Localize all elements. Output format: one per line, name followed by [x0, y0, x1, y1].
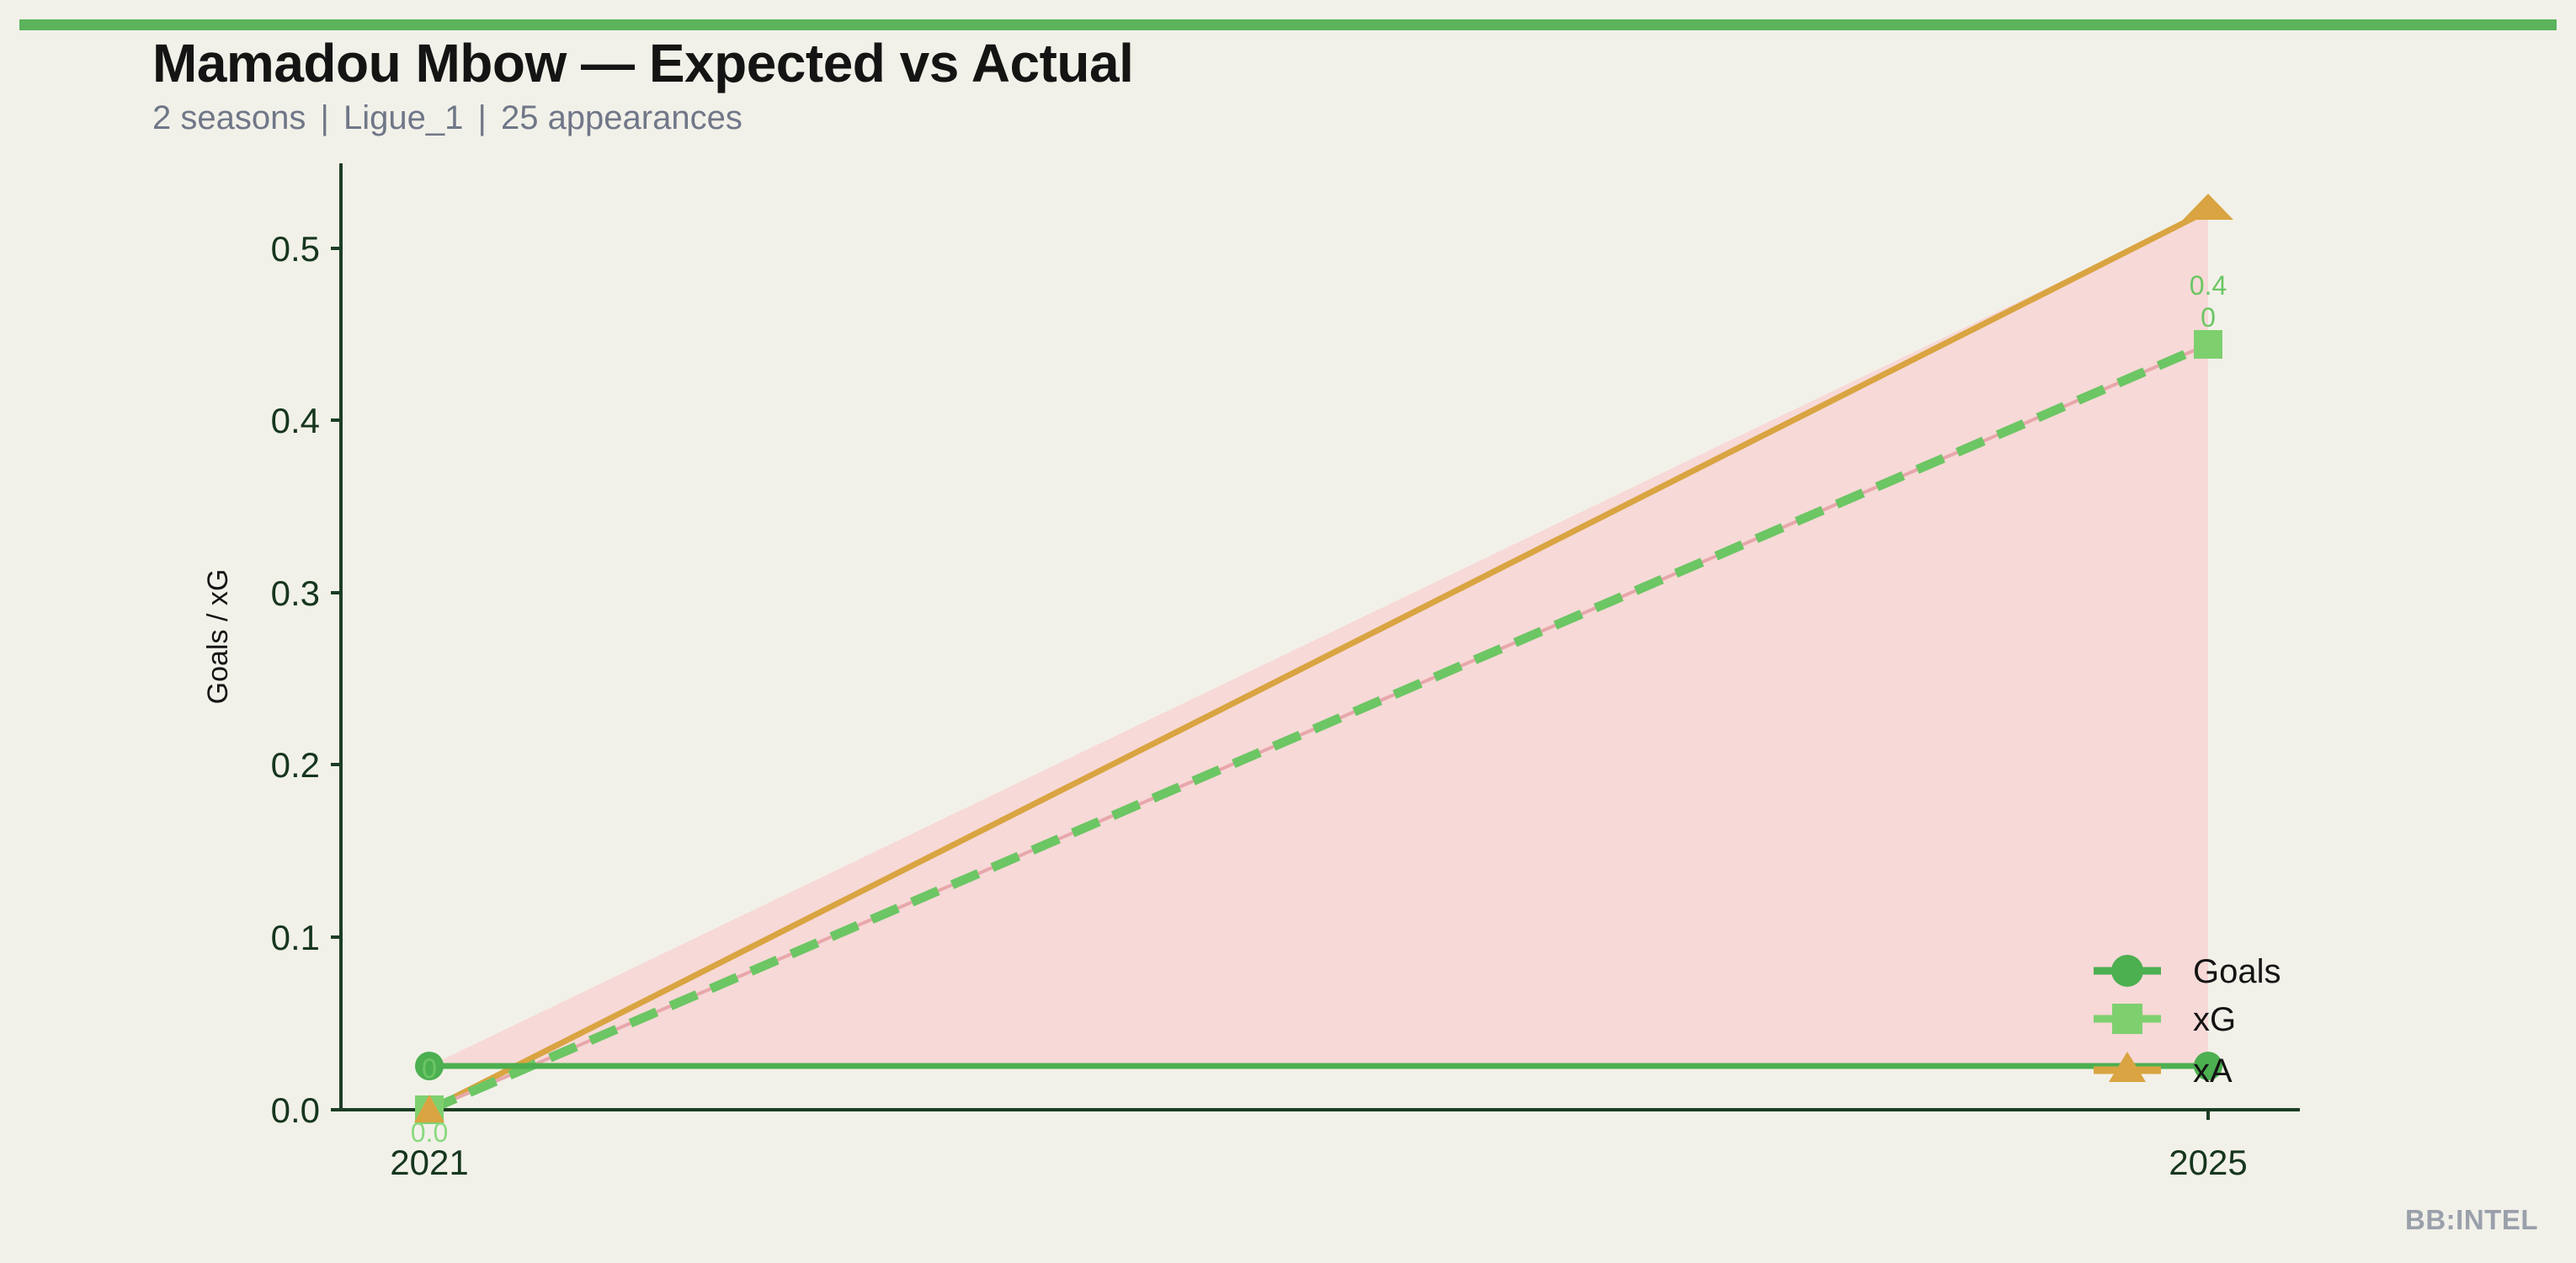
- svg-text:0: 0: [2201, 302, 2216, 333]
- svg-text:0.2: 0.2: [271, 745, 320, 785]
- svg-text:2025: 2025: [2169, 1143, 2247, 1182]
- svg-text:0.1: 0.1: [271, 918, 320, 957]
- svg-text:0.4: 0.4: [2190, 270, 2227, 301]
- svg-text:0.5: 0.5: [271, 229, 320, 269]
- svg-text:xG: xG: [2193, 1001, 2236, 1038]
- svg-text:0.0: 0.0: [411, 1117, 448, 1148]
- svg-text:Goals: Goals: [2193, 953, 2281, 990]
- svg-text:xA: xA: [2193, 1052, 2233, 1090]
- svg-text:Goals / xG: Goals / xG: [202, 569, 234, 705]
- svg-text:0: 0: [422, 1053, 437, 1084]
- svg-text:0.3: 0.3: [271, 573, 320, 613]
- svg-text:2021: 2021: [390, 1143, 468, 1182]
- svg-text:0.4: 0.4: [271, 401, 320, 440]
- svg-text:0.0: 0.0: [271, 1090, 320, 1130]
